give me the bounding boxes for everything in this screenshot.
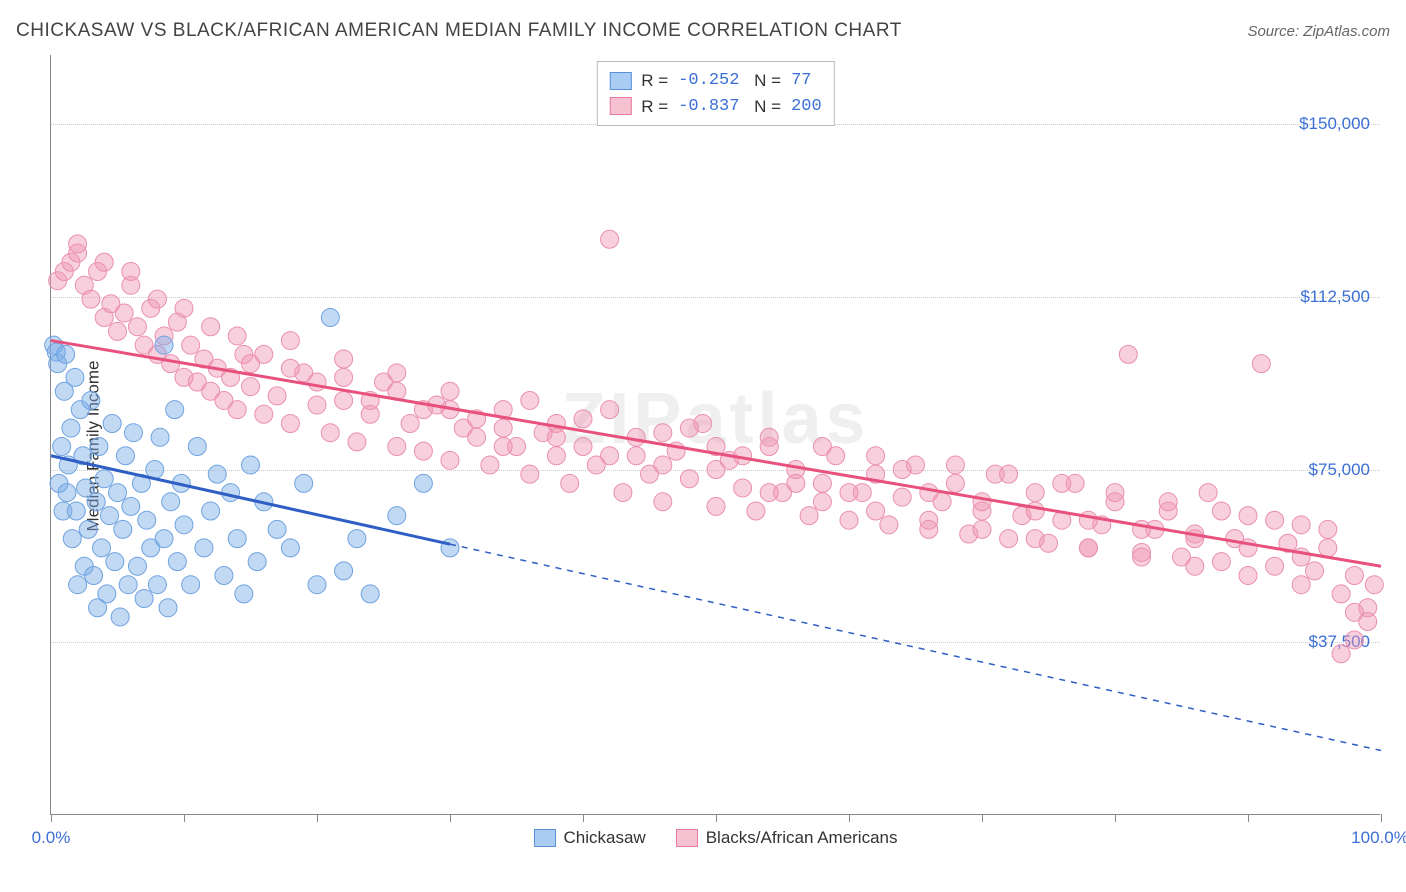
legend-row-2: R = -0.837 N = 200: [609, 94, 821, 120]
swatch-black-bottom: [676, 829, 698, 847]
x-tick: [184, 814, 185, 822]
x-tick: [51, 814, 52, 822]
x-tick: [716, 814, 717, 822]
chart-title: CHICKASAW VS BLACK/AFRICAN AMERICAN MEDI…: [16, 20, 902, 42]
x-tick: [982, 814, 983, 822]
swatch-chickasaw: [609, 72, 631, 90]
bottom-legend-black: Blacks/African Americans: [676, 828, 898, 848]
x-label-left: 0.0%: [32, 828, 71, 848]
legend-row-1: R = -0.252 N = 77: [609, 68, 821, 94]
x-tick: [583, 814, 584, 822]
chart-source: Source: ZipAtlas.com: [1247, 23, 1390, 40]
x-tick: [1248, 814, 1249, 822]
x-tick: [1115, 814, 1116, 822]
x-tick: [1381, 814, 1382, 822]
chart-header: CHICKASAW VS BLACK/AFRICAN AMERICAN MEDI…: [16, 20, 1390, 42]
swatch-black: [609, 97, 631, 115]
swatch-chickasaw-bottom: [534, 829, 556, 847]
x-tick: [849, 814, 850, 822]
bottom-legend-chickasaw: Chickasaw: [534, 828, 646, 848]
bottom-legend: Chickasaw Blacks/African Americans: [534, 828, 898, 848]
x-tick: [450, 814, 451, 822]
correlation-legend: R = -0.252 N = 77 R = -0.837 N = 200: [596, 61, 834, 126]
scatter-svg: [51, 55, 1380, 814]
x-label-right: 100.0%: [1351, 828, 1406, 848]
plot-area: ZIPatlas $37,500$75,000$112,500$150,000 …: [50, 55, 1380, 815]
x-tick: [317, 814, 318, 822]
